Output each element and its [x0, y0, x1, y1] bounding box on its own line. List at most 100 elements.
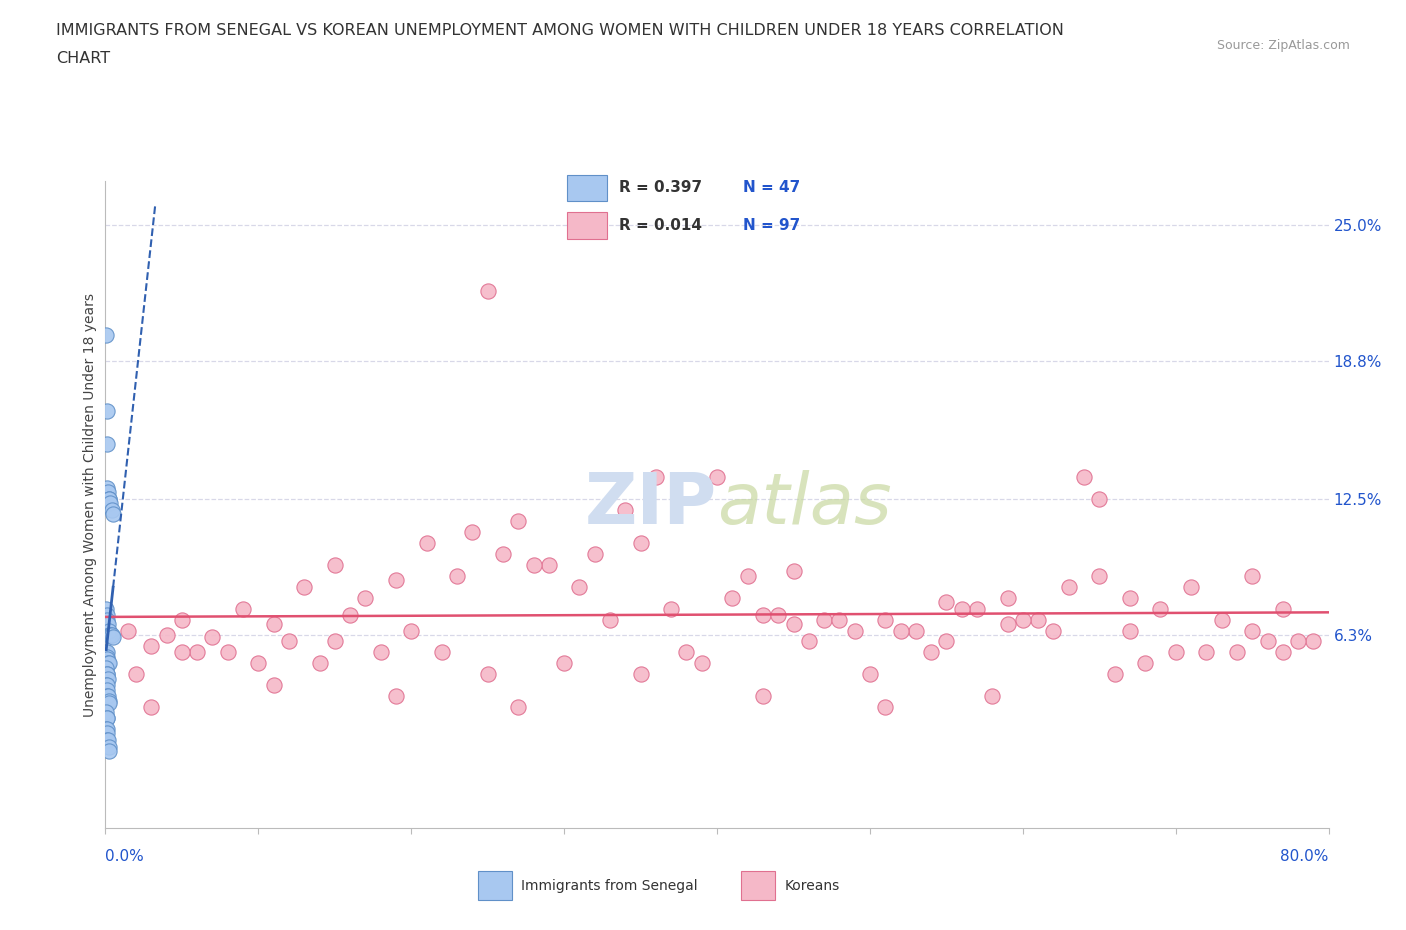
Point: [96, 481, 118, 496]
Bar: [568, 212, 607, 239]
Point: [354, 591, 377, 605]
Point: [1241, 623, 1264, 638]
Y-axis label: Unemployment Among Women with Children Under 18 years: Unemployment Among Women with Children U…: [83, 293, 97, 716]
Bar: [568, 175, 607, 202]
Point: [263, 678, 285, 693]
Point: [96, 726, 118, 741]
Point: [523, 557, 546, 572]
Point: [96, 689, 118, 704]
Point: [97, 656, 120, 671]
Point: [308, 656, 330, 671]
Point: [950, 601, 973, 616]
Point: [100, 502, 122, 517]
Point: [141, 699, 163, 714]
Point: [96, 327, 118, 342]
Point: [1271, 645, 1294, 660]
Point: [96, 607, 118, 622]
Point: [782, 617, 804, 631]
Point: [477, 667, 499, 682]
Point: [599, 612, 621, 627]
Point: [966, 601, 988, 616]
Point: [1302, 634, 1324, 649]
Point: [553, 656, 575, 671]
Point: [247, 656, 270, 671]
Point: [1088, 492, 1111, 507]
Point: [981, 689, 1004, 704]
Point: [201, 630, 224, 644]
Point: [1149, 601, 1171, 616]
Point: [98, 496, 121, 511]
Point: [1012, 612, 1035, 627]
Point: [101, 630, 124, 644]
Point: [96, 645, 118, 660]
Point: [96, 667, 118, 682]
Point: [583, 547, 606, 562]
Point: [98, 492, 121, 507]
Point: [96, 667, 118, 682]
Point: [904, 623, 927, 638]
Point: [1119, 591, 1142, 605]
Point: [98, 628, 121, 643]
Point: [537, 557, 560, 572]
Point: [96, 722, 118, 737]
Point: [875, 612, 897, 627]
Point: [96, 683, 118, 698]
Point: [782, 564, 804, 578]
Point: [797, 634, 820, 649]
Point: [614, 502, 637, 517]
Point: [96, 649, 118, 664]
Point: [96, 704, 118, 719]
Point: [1104, 667, 1126, 682]
Point: [96, 678, 118, 693]
Point: [186, 645, 208, 660]
Point: [997, 591, 1019, 605]
Point: [1073, 470, 1095, 485]
Point: [141, 638, 163, 653]
Point: [96, 645, 118, 660]
Point: [170, 645, 193, 660]
Point: [935, 594, 957, 609]
Text: 80.0%: 80.0%: [1281, 849, 1329, 864]
Point: [98, 628, 121, 643]
Text: R = 0.397: R = 0.397: [619, 180, 702, 195]
Point: [96, 733, 118, 748]
Point: [1226, 645, 1249, 660]
Point: [100, 628, 122, 643]
Point: [125, 667, 148, 682]
Point: [217, 645, 239, 660]
Point: [170, 612, 193, 627]
Point: [263, 617, 285, 631]
Point: [1180, 579, 1202, 594]
Point: [278, 634, 301, 649]
Point: [323, 634, 346, 649]
Point: [752, 689, 775, 704]
Point: [659, 601, 682, 616]
Text: Source: ZipAtlas.com: Source: ZipAtlas.com: [1216, 39, 1350, 52]
Point: [415, 536, 437, 551]
Point: [97, 671, 120, 686]
Point: [292, 579, 315, 594]
Point: [997, 617, 1019, 631]
Text: Immigrants from Senegal: Immigrants from Senegal: [522, 879, 697, 893]
Point: [461, 525, 484, 539]
Point: [630, 667, 652, 682]
Bar: [478, 871, 512, 900]
Point: [1241, 568, 1264, 583]
Point: [1211, 612, 1233, 627]
Point: [399, 623, 422, 638]
Point: [1057, 579, 1080, 594]
Point: [890, 623, 912, 638]
Point: [430, 645, 453, 660]
Point: [96, 711, 118, 725]
Point: [1042, 623, 1064, 638]
Text: 0.0%: 0.0%: [105, 849, 145, 864]
Text: Koreans: Koreans: [785, 879, 839, 893]
Text: IMMIGRANTS FROM SENEGAL VS KOREAN UNEMPLOYMENT AMONG WOMEN WITH CHILDREN UNDER 1: IMMIGRANTS FROM SENEGAL VS KOREAN UNEMPL…: [56, 23, 1064, 38]
Point: [97, 485, 120, 500]
Point: [875, 699, 897, 714]
Point: [721, 591, 744, 605]
Point: [737, 568, 759, 583]
Point: [97, 739, 120, 754]
Point: [630, 536, 652, 551]
Point: [96, 601, 118, 616]
